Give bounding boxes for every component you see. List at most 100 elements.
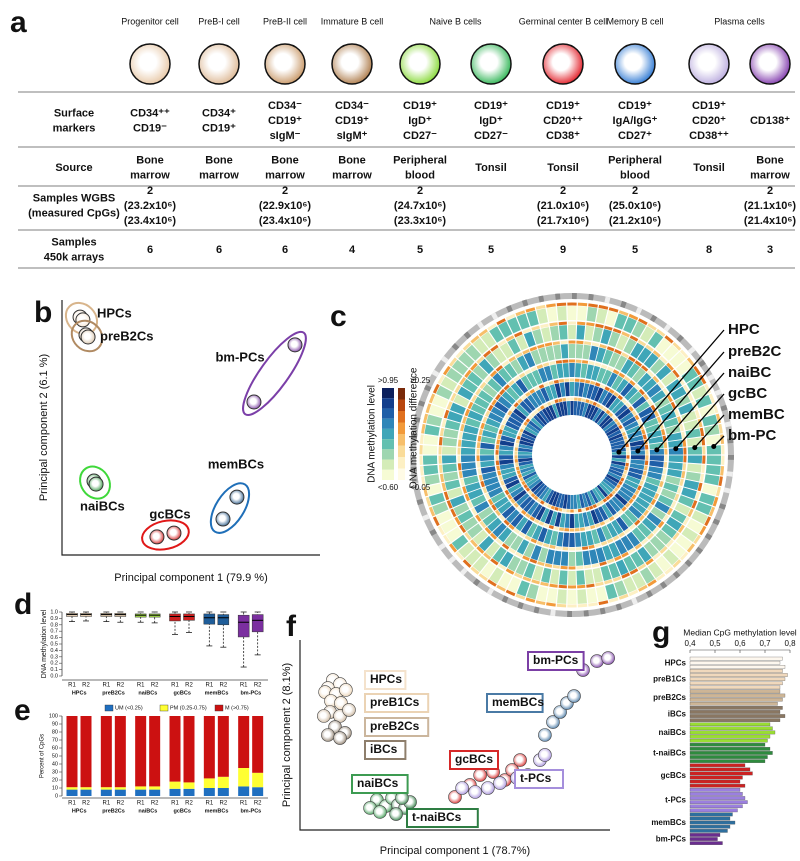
- ring-segment: [447, 411, 463, 423]
- ring-segment: [516, 313, 530, 330]
- ring-segment: [649, 442, 664, 450]
- ring-segment: [596, 308, 608, 324]
- cell-text: 4: [349, 244, 356, 256]
- legend-swatch: [159, 704, 169, 712]
- difference-segment: [432, 516, 440, 527]
- difference-segment: [613, 418, 619, 423]
- ideogram-band: [410, 433, 418, 439]
- difference-segment: [704, 516, 712, 527]
- ring-segment: [536, 308, 548, 324]
- ring-segment: [453, 394, 470, 408]
- difference-segment: [605, 409, 611, 415]
- difference-segment: [499, 514, 506, 522]
- difference-segment: [594, 362, 602, 367]
- difference-segment: [599, 384, 606, 389]
- ring-segment: [552, 492, 560, 507]
- cell-text: CD19⁺: [268, 115, 302, 127]
- ring-segment: [570, 400, 574, 415]
- ring-segment: [605, 310, 618, 327]
- cell-text: 2: [632, 185, 638, 197]
- difference-segment: [702, 455, 706, 464]
- difference-segment: [628, 498, 634, 504]
- ring-segment: [544, 509, 554, 525]
- ring-segment: [498, 321, 513, 338]
- difference-segment: [528, 490, 533, 495]
- difference-segment: [479, 520, 487, 529]
- ring-segment: [545, 345, 555, 361]
- ring-segment: [480, 455, 495, 462]
- row-label: 450k arrays: [44, 251, 105, 263]
- difference-segment: [515, 352, 523, 359]
- difference-segment: [522, 349, 530, 355]
- difference-segment: [663, 442, 668, 449]
- ring-segment: [482, 384, 498, 398]
- difference-segment: [628, 356, 636, 363]
- difference-segment: [585, 526, 591, 531]
- ring-segment: [519, 463, 534, 470]
- ring-segment: [568, 325, 576, 340]
- difference-segment: [503, 384, 510, 391]
- ring-segment: [622, 482, 637, 494]
- difference-segment: [467, 500, 474, 509]
- difference-segment: [602, 407, 608, 412]
- ring-segment: [467, 371, 483, 387]
- ring-segment: [472, 365, 489, 381]
- difference-segment: [609, 516, 615, 522]
- difference-segment: [599, 500, 604, 505]
- ring-segment: [590, 509, 600, 525]
- ring-segment: [558, 325, 568, 340]
- ring-segment: [685, 428, 701, 439]
- difference-segment: [623, 435, 628, 440]
- difference-segment: [569, 359, 575, 363]
- bar-segment: [217, 776, 229, 788]
- ring-segment: [510, 535, 524, 551]
- ring-segment: [617, 408, 631, 421]
- ring-segment: [523, 331, 536, 348]
- difference-segment: [547, 504, 552, 509]
- ring-segment: [655, 555, 672, 572]
- ring-segment: [545, 489, 555, 504]
- difference-segment: [515, 466, 520, 471]
- difference-segment: [564, 378, 570, 382]
- label-box: [364, 740, 407, 760]
- bar-segment: [217, 788, 229, 796]
- ring-segment: [668, 462, 683, 470]
- ring-segment: [669, 351, 686, 368]
- ring-segment: [480, 561, 497, 579]
- ring-segment: [498, 367, 512, 383]
- ring-segment: [478, 358, 494, 375]
- ring-segment: [601, 504, 613, 519]
- difference-segment: [484, 493, 491, 500]
- ring-segment: [532, 525, 543, 541]
- difference-segment: [496, 584, 506, 592]
- ring-segment: [526, 310, 539, 327]
- ring-segment: [663, 417, 679, 428]
- cell-text: 5: [488, 244, 494, 256]
- ring-segment: [488, 487, 503, 498]
- ring-segment: [499, 459, 514, 465]
- difference-segment: [634, 543, 643, 550]
- difference-segment: [582, 546, 589, 550]
- ideogram-band: [517, 601, 524, 610]
- ring-segment: [530, 545, 542, 561]
- difference-segment: [518, 473, 523, 479]
- ring-segment: [648, 466, 664, 474]
- difference-segment: [580, 527, 585, 531]
- ideogram-band: [572, 293, 577, 300]
- difference-segment: [699, 525, 707, 536]
- level-legend-swatch: [382, 449, 394, 460]
- ring-segment: [516, 404, 530, 417]
- difference-segment: [446, 500, 453, 509]
- difference-segment: [681, 431, 686, 439]
- ring-segment: [490, 406, 506, 419]
- ideogram-band: [650, 314, 658, 323]
- difference-segment: [653, 410, 660, 417]
- ring-segment: [507, 416, 522, 428]
- group-label: HPCs: [72, 808, 87, 814]
- difference-segment: [720, 466, 725, 476]
- difference-segment: [652, 350, 661, 358]
- ring-segment: [620, 513, 634, 528]
- ring-segment: [582, 383, 590, 398]
- ring-label: gcBC: [728, 385, 767, 402]
- ring-segment: [528, 478, 542, 490]
